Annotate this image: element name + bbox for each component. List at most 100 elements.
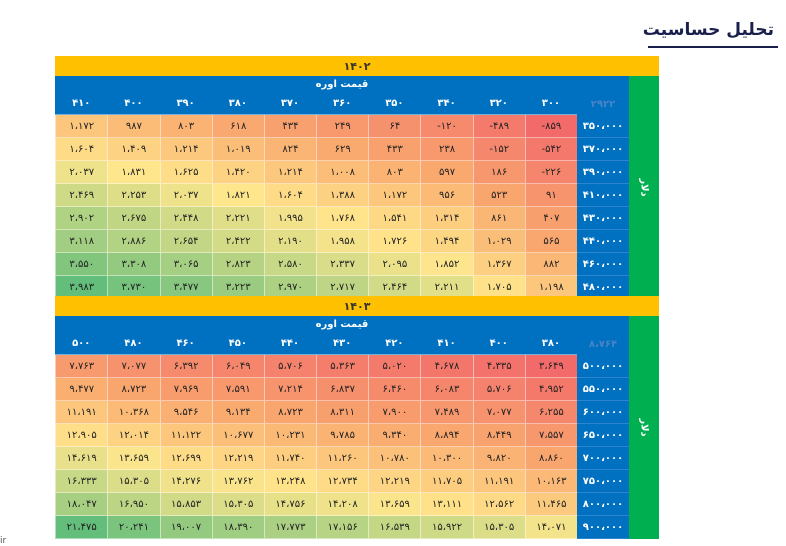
- value-cell: ۷،۵۵۷: [524, 424, 577, 447]
- column-header: ۴۰۰: [472, 333, 525, 355]
- value-cell: ۶،۸۳۷: [316, 378, 369, 401]
- corner-cell: ۲۹۲۲: [577, 93, 629, 115]
- value-cell: ۱۲،۹۰۵: [55, 424, 108, 447]
- value-cell: ۹۸۷: [107, 115, 160, 138]
- value-cell: ۵،۷۰۶: [472, 378, 525, 401]
- value-cell: ۱۶،۹۵۰: [107, 493, 160, 516]
- value-cell: ۱۴،۰۷۱: [524, 516, 577, 539]
- value-cell: ۸،۳۱۱: [316, 401, 369, 424]
- value-cell: ۳،۵۵۰: [55, 253, 108, 276]
- value-cell: ۱۲،۷۳۴: [316, 470, 369, 493]
- value-cell: ۱،۰۱۹: [211, 138, 264, 161]
- value-cell: ۱۴،۶۱۹: [55, 447, 108, 470]
- value-cell: ۲،۶۷۵: [107, 207, 160, 230]
- value-cell: ۲،۴۶۹: [55, 184, 108, 207]
- value-cell: ۲،۹۰۲: [55, 207, 108, 230]
- value-cell: ۱۹،۰۰۷: [159, 516, 212, 539]
- value-cell: ۱،۹۹۵: [263, 207, 317, 230]
- value-cell: ۱۸۶: [472, 161, 525, 184]
- value-cell: ۱،۸۳۱: [107, 161, 160, 184]
- value-cell: ۵۹۷: [420, 161, 473, 184]
- corner-cell: ۸،۷۶۴: [577, 333, 629, 355]
- value-cell: ۱۸،۰۴۷: [55, 493, 108, 516]
- value-cell: ۵،۷۰۶: [263, 355, 317, 378]
- value-cell: ۲،۰۹۵: [368, 253, 421, 276]
- value-cell: ۱۶،۳۳۳: [55, 470, 108, 493]
- year-header: ۱۴۰۲: [55, 56, 659, 76]
- table-row: ۴۴۰،۰۰۰ ۵۶۵ ۱،۰۲۹ ۱،۴۹۴ ۱،۷۲۶ ۱،۹۵۸ ۲،۱۹۰ ۲،۴۲۲…: [55, 230, 629, 253]
- value-cell: ۱۲،۵۶۲: [472, 493, 525, 516]
- value-cell: ۲،۵۸۰: [263, 253, 317, 276]
- row-label: ۳۵۰،۰۰۰: [577, 115, 629, 138]
- value-cell: ۱۲،۰۱۴: [107, 424, 160, 447]
- value-cell: ۲،۶۵۴: [159, 230, 212, 253]
- value-cell: ۱،۱۷۲: [368, 184, 421, 207]
- value-cell: ۹،۱۳۴: [211, 401, 264, 424]
- value-cell: ۲،۰۳۷: [55, 161, 108, 184]
- value-cell: ۱،۴۲۰: [211, 161, 264, 184]
- table-row: ۳۵۰،۰۰۰ -۸۵۹ -۴۸۹ -۱۲۰ ۶۴ ۲۴۹ ۴۳۴ ۶۱۸ ۸۰۳ ۹۸۷ ۱،۱۷…: [55, 115, 629, 138]
- page-title: تحلیل حساسیت: [642, 20, 774, 40]
- value-cell: -۸۵۹: [524, 115, 577, 138]
- value-cell: ۱۲،۶۹۹: [159, 447, 212, 470]
- value-cell: ۸۰۳: [368, 161, 421, 184]
- value-cell: ۱۱،۱۹۱: [55, 401, 108, 424]
- value-cell: ۱،۵۴۱: [368, 207, 421, 230]
- value-cell: ۶۴: [368, 115, 421, 138]
- table-row: ۴۶۰،۰۰۰ ۸۸۲ ۱،۳۶۷ ۱،۸۵۲ ۲،۰۹۵ ۲،۳۳۷ ۲،۵۸۰ ۲،۸۲۳…: [55, 253, 629, 276]
- value-cell: ۱،۶۰۴: [263, 184, 317, 207]
- table-row: ۸۰۰،۰۰۰ ۱۱،۴۶۵ ۱۲،۵۶۲ ۱۳،۱۱۱ ۱۳،۶۵۹ ۱۴،۲۰۸ ۱۴،…: [55, 493, 629, 516]
- value-cell: ۱۶،۵۳۹: [368, 516, 421, 539]
- value-cell: ۴،۳۳۵: [472, 355, 525, 378]
- value-cell: ۱،۰۰۸: [316, 161, 369, 184]
- value-cell: ۲،۲۲۱: [211, 207, 264, 230]
- row-label: ۴۶۰،۰۰۰: [577, 253, 629, 276]
- value-cell: ۲۱،۴۷۵: [55, 516, 108, 539]
- value-cell: ۵۶۵: [524, 230, 577, 253]
- value-cell: ۱،۰۲۹: [472, 230, 525, 253]
- title-underline: [648, 46, 778, 48]
- value-cell: ۸۲۴: [263, 138, 317, 161]
- value-cell: ۱۲،۲۱۹: [368, 470, 421, 493]
- value-cell: ۱،۱۷۲: [55, 115, 108, 138]
- row-label: ۵۵۰،۰۰۰: [577, 378, 629, 401]
- row-label: ۸۰۰،۰۰۰: [577, 493, 629, 516]
- value-cell: ۱۱،۲۶۰: [316, 447, 369, 470]
- column-header: ۳۲۰: [472, 93, 525, 115]
- value-cell: -۱۵۲: [472, 138, 525, 161]
- table-row: ۹۰۰،۰۰۰ ۱۴،۰۷۱ ۱۵،۳۰۵ ۱۵،۹۲۲ ۱۶،۵۳۹ ۱۷،۱۵۶ ۱۷،…: [55, 516, 629, 539]
- value-cell: ۷،۰۷۷: [472, 401, 525, 424]
- value-cell: ۱۳،۶۵۹: [368, 493, 421, 516]
- value-cell: ۱۰،۱۶۳: [524, 470, 577, 493]
- value-cell: ۸،۸۶۰: [524, 447, 577, 470]
- value-cell: ۳،۳۰۸: [107, 253, 160, 276]
- column-header: ۴۳۰: [316, 333, 369, 355]
- value-cell: ۶۲۹: [316, 138, 369, 161]
- value-cell: ۵،۰۲۰: [368, 355, 421, 378]
- value-cell: ۷،۰۷۷: [107, 355, 160, 378]
- value-cell: ۱۴،۷۵۶: [263, 493, 317, 516]
- value-cell: ۱،۹۵۸: [316, 230, 369, 253]
- value-cell: ۸۸۲: [524, 253, 577, 276]
- column-header: ۵۰۰: [55, 333, 108, 355]
- row-label: ۳۷۰،۰۰۰: [577, 138, 629, 161]
- value-cell: ۸،۴۴۹: [472, 424, 525, 447]
- table-row: ۴۱۰،۰۰۰ ۹۱ ۵۲۳ ۹۵۶ ۱،۱۷۲ ۱،۳۸۸ ۱،۶۰۴ ۱،۸۲۱ ۲،۰۳۷…: [55, 184, 629, 207]
- value-cell: ۲،۲۵۳: [107, 184, 160, 207]
- column-header: ۴۴۰: [263, 333, 317, 355]
- value-cell: ۴،۶۷۸: [420, 355, 473, 378]
- value-cell: ۴۰۷: [524, 207, 577, 230]
- value-cell: ۵۲۳: [472, 184, 525, 207]
- value-cell: ۱۱،۷۰۵: [420, 470, 473, 493]
- value-cell: ۸،۷۲۳: [107, 378, 160, 401]
- value-cell: ۹۵۶: [420, 184, 473, 207]
- column-header: ۴۵۰: [211, 333, 264, 355]
- value-cell: ۱۵،۹۲۲: [420, 516, 473, 539]
- table-row: ۳۷۰،۰۰۰ -۵۴۲ -۱۵۲ ۲۳۸ ۴۳۳ ۶۲۹ ۸۲۴ ۱،۰۱۹ ۱،۲۱۴ ۱،۴…: [55, 138, 629, 161]
- side-label: دلار: [629, 316, 659, 539]
- row-label: ۴۳۰،۰۰۰: [577, 207, 629, 230]
- value-cell: ۱۰،۶۷۷: [211, 424, 264, 447]
- value-cell: ۷،۹۰۰: [368, 401, 421, 424]
- value-cell: ۲۳۸: [420, 138, 473, 161]
- price-header: قیمت اوره: [55, 76, 629, 93]
